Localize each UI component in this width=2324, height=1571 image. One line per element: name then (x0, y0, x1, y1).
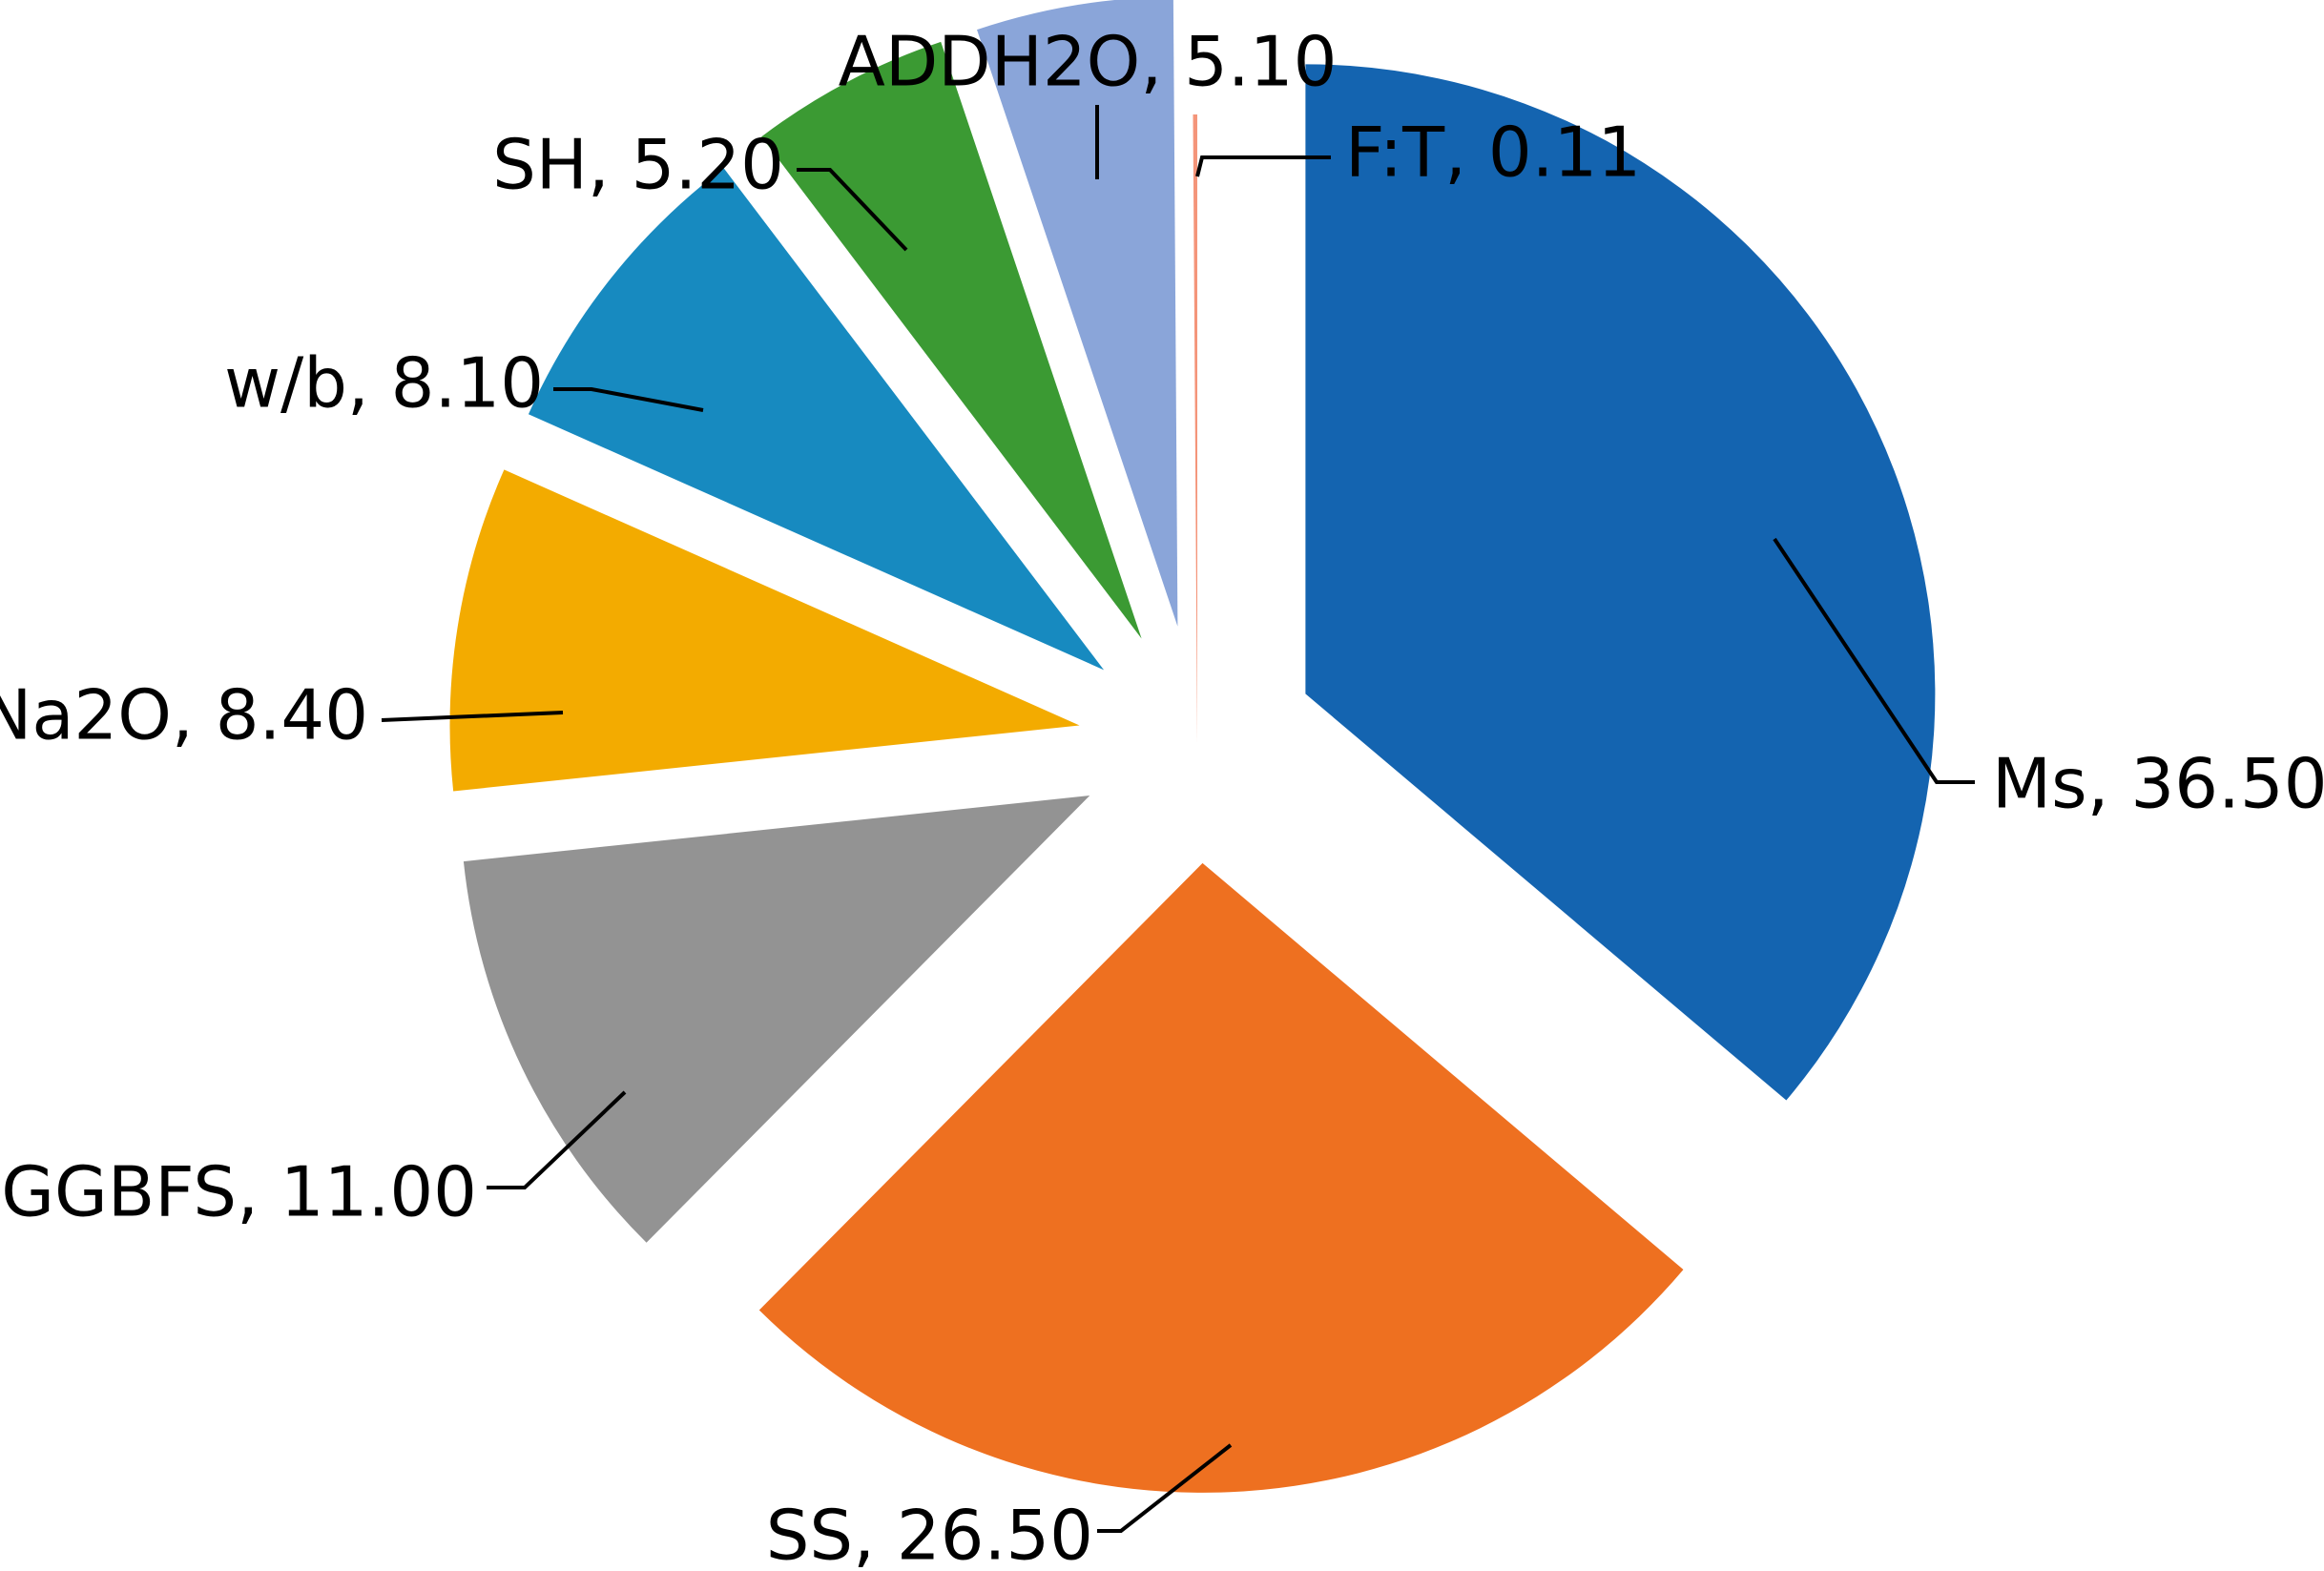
pie-slice-ss (758, 862, 1684, 1493)
leader-line-sh (797, 168, 908, 252)
pie-slice-sh (761, 41, 1142, 639)
data-label-f-t: F:T, 0.11 (1345, 113, 1641, 193)
pie-slice-ggbfs (463, 796, 1090, 1243)
data-label-addh2o: ADDH2O, 5.10 (839, 22, 1338, 102)
pie-slices (449, 0, 1936, 1493)
data-labels: Ms, 36.50 SS, 26.50 GGBFS, 11.00 Na2O, 8.40… (0, 22, 2324, 1571)
leader-line-ms (1773, 537, 1975, 784)
leader-line-f-t (1195, 155, 1331, 177)
data-label-na2o: Na2O, 8.40 (0, 675, 368, 755)
pie-slice-na2o (449, 469, 1080, 792)
pie-slice-ms (1305, 64, 1936, 1101)
leader-line-w-b (553, 387, 704, 412)
data-label-ggbfs: GGBFS, 11.00 (1, 1152, 477, 1232)
pie-slice-w-b (528, 168, 1105, 671)
data-label-ms: Ms, 36.50 (1992, 744, 2324, 824)
pie-slice-addh2o (977, 0, 1178, 627)
data-label-sh: SH, 5.20 (492, 125, 784, 205)
leader-line-ss (1097, 1443, 1233, 1533)
leader-line-ggbfs (487, 1090, 627, 1189)
leader-lines (381, 105, 1975, 1533)
data-label-w-b: w/b, 8.10 (224, 343, 544, 424)
leader-line-na2o (381, 711, 564, 722)
pie-slice-f-t (1193, 114, 1197, 744)
data-label-ss: SS, 26.50 (766, 1496, 1093, 1571)
